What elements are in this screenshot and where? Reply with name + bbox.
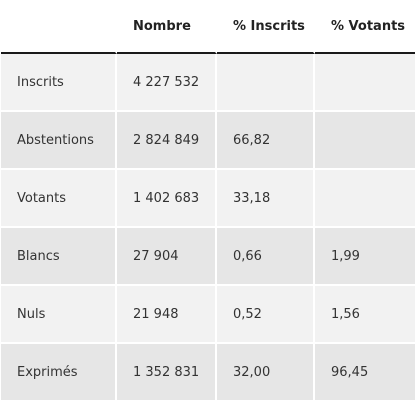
row-label: Inscrits bbox=[1, 54, 117, 112]
header-pct-inscrits: % Inscrits bbox=[217, 0, 315, 54]
cell-nombre: 2 824 849 bbox=[117, 112, 217, 170]
row-label: Votants bbox=[1, 170, 117, 228]
cell-pct-votants: 1,99 bbox=[315, 228, 415, 286]
cell-pct-inscrits bbox=[217, 54, 315, 112]
cell-pct-votants bbox=[315, 170, 415, 228]
cell-pct-votants: 96,45 bbox=[315, 344, 415, 402]
table-row: Inscrits 4 227 532 bbox=[1, 54, 415, 112]
cell-pct-inscrits: 66,82 bbox=[217, 112, 315, 170]
header-row: Nombre % Inscrits % Votants bbox=[1, 0, 415, 54]
header-pct-votants: % Votants bbox=[315, 0, 415, 54]
row-label: Abstentions bbox=[1, 112, 117, 170]
row-label: Blancs bbox=[1, 228, 117, 286]
table-row: Exprimés 1 352 831 32,00 96,45 bbox=[1, 344, 415, 402]
table-row: Blancs 27 904 0,66 1,99 bbox=[1, 228, 415, 286]
header-nombre: Nombre bbox=[117, 0, 217, 54]
table-row: Nuls 21 948 0,52 1,56 bbox=[1, 286, 415, 344]
table-row: Votants 1 402 683 33,18 bbox=[1, 170, 415, 228]
cell-pct-votants bbox=[315, 112, 415, 170]
cell-nombre: 4 227 532 bbox=[117, 54, 217, 112]
cell-nombre: 1 352 831 bbox=[117, 344, 217, 402]
row-label: Nuls bbox=[1, 286, 117, 344]
table-row: Abstentions 2 824 849 66,82 bbox=[1, 112, 415, 170]
cell-nombre: 27 904 bbox=[117, 228, 217, 286]
header-label-column bbox=[1, 0, 117, 54]
cell-pct-inscrits: 32,00 bbox=[217, 344, 315, 402]
cell-pct-inscrits: 0,66 bbox=[217, 228, 315, 286]
cell-pct-votants bbox=[315, 54, 415, 112]
row-label: Exprimés bbox=[1, 344, 117, 402]
cell-pct-votants: 1,56 bbox=[315, 286, 415, 344]
cell-pct-inscrits: 0,52 bbox=[217, 286, 315, 344]
cell-nombre: 1 402 683 bbox=[117, 170, 217, 228]
cell-nombre: 21 948 bbox=[117, 286, 217, 344]
cell-pct-inscrits: 33,18 bbox=[217, 170, 315, 228]
